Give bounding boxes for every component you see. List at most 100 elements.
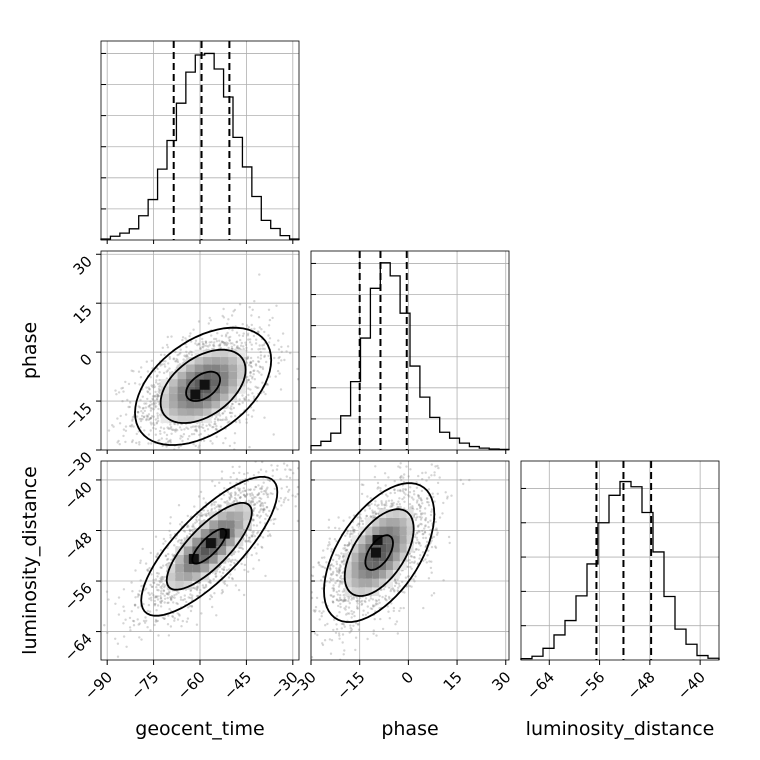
sample-point: [370, 516, 373, 519]
sample-point: [338, 566, 342, 569]
sample-point: [176, 540, 180, 543]
sample-point: [250, 534, 253, 537]
sample-point: [257, 493, 261, 496]
sample-point: [166, 441, 170, 444]
sample-point: [231, 342, 234, 345]
sample-point: [421, 502, 424, 505]
sample-point: [161, 363, 164, 366]
sample-point: [247, 499, 251, 502]
sample-point: [178, 523, 182, 526]
sample-point: [114, 637, 117, 640]
sample-point: [375, 512, 378, 515]
density-cell: [192, 563, 201, 573]
sample-point: [177, 591, 180, 594]
density-cell: [194, 364, 204, 372]
sample-point: [265, 493, 269, 496]
sample-point: [222, 341, 225, 344]
sample-point: [145, 360, 148, 363]
sample-point: [139, 561, 142, 565]
sample-point: [228, 498, 231, 501]
sample-point: [107, 598, 110, 601]
sample-point: [228, 496, 231, 499]
sample-point: [129, 629, 132, 632]
density-cell: [160, 408, 170, 416]
sample-point: [227, 336, 230, 339]
density-cell: [220, 379, 229, 387]
sample-point: [289, 468, 293, 472]
sample-point: [232, 310, 235, 313]
sample-point: [377, 598, 381, 602]
sample-point: [216, 332, 219, 335]
sample-point: [153, 603, 156, 606]
sample-point: [342, 599, 345, 602]
sample-point: [185, 345, 188, 349]
sample-point: [398, 442, 400, 444]
sample-point: [214, 500, 217, 504]
sample-point: [144, 406, 148, 409]
sample-point: [412, 578, 415, 581]
sample-point: [258, 326, 261, 329]
sample-point: [178, 539, 181, 542]
sample-point: [427, 504, 431, 507]
sample-point: [222, 316, 226, 319]
sample-point: [250, 323, 253, 327]
sample-point: [188, 529, 192, 532]
sample-point: [262, 510, 265, 514]
sample-point: [155, 421, 159, 424]
sample-point: [433, 474, 436, 477]
density-cell: [220, 386, 229, 394]
sample-point: [245, 361, 249, 364]
sample-point: [423, 527, 426, 530]
sample-point: [366, 637, 369, 641]
sample-point: [427, 549, 430, 552]
sample-point: [252, 567, 255, 570]
sample-point: [116, 417, 119, 420]
sample-point: [266, 514, 269, 518]
sample-point: [141, 547, 144, 551]
sample-point: [341, 560, 344, 563]
sample-point: [162, 589, 165, 592]
sample-point: [235, 477, 239, 481]
sample-point: [173, 448, 176, 450]
sample-point: [156, 552, 160, 555]
sample-point: [311, 591, 314, 594]
sample-point: [206, 509, 210, 512]
sample-point: [270, 434, 272, 436]
sample-point: [223, 343, 226, 346]
sample-point: [200, 425, 203, 429]
sample-point: [383, 597, 387, 600]
sample-point: [153, 604, 157, 607]
sample-point: [276, 508, 279, 511]
sample-point: [178, 426, 182, 429]
sample-point: [387, 499, 391, 502]
sample-point: [338, 580, 342, 583]
sample-point: [249, 364, 253, 368]
sample-point: [340, 560, 343, 563]
sample-point: [213, 345, 216, 348]
sample-point: [181, 439, 184, 443]
sample-point: [210, 595, 214, 599]
sample-point: [140, 414, 144, 418]
sample-point: [251, 359, 255, 363]
sample-point: [241, 490, 244, 493]
sample-point: [254, 385, 257, 388]
sample-point: [243, 472, 246, 476]
sample-point: [228, 420, 231, 423]
sample-point: [348, 631, 351, 634]
sample-point: [204, 583, 208, 587]
sample-point: [156, 575, 159, 578]
sample-point: [277, 339, 280, 342]
sample-point: [181, 598, 185, 602]
sample-point: [213, 420, 217, 423]
sample-point: [272, 518, 275, 521]
sample-point: [397, 586, 400, 589]
sample-point: [253, 503, 256, 506]
sample-point: [190, 596, 194, 599]
histogram-geocent_time: [100, 52, 300, 240]
sample-point: [279, 497, 282, 500]
sample-point: [385, 504, 388, 507]
sample-point: [191, 598, 194, 601]
sample-point: [335, 579, 339, 583]
sample-point: [250, 365, 253, 369]
sample-point: [124, 440, 127, 444]
